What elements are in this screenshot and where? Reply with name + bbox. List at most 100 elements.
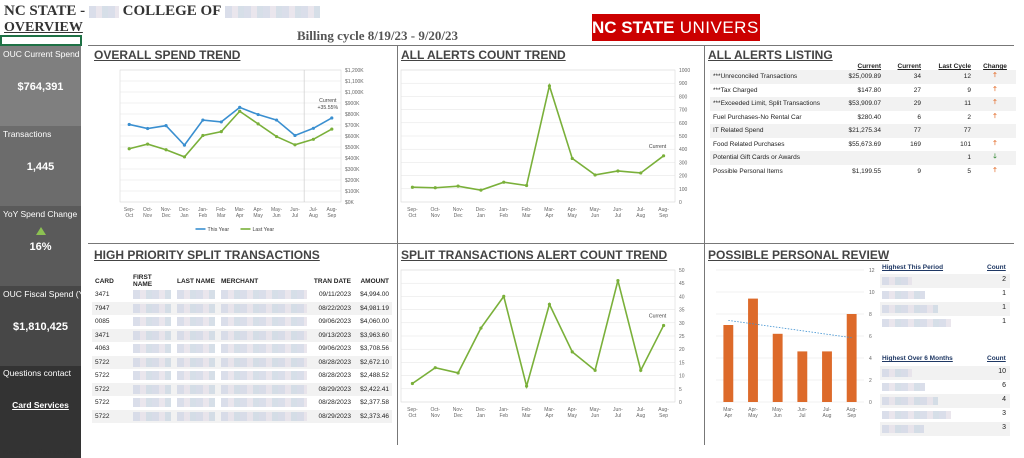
x-tick-label: May- — [772, 407, 783, 413]
x-tick-label: Mar- — [544, 207, 555, 213]
redacted-first-name-cell — [133, 398, 171, 408]
data-point — [661, 323, 666, 328]
alert-last-cycle: 5 — [967, 167, 971, 175]
alerts-count-title: ALL ALERTS COUNT TREND — [401, 48, 566, 62]
split-row: 5722 08/28/2023 $2,377.58 — [92, 396, 392, 410]
alert-amount: $55,673.69 — [848, 140, 881, 148]
data-point — [616, 169, 620, 173]
redacted-college — [88, 5, 119, 18]
card-cell: 3471 — [95, 291, 110, 299]
col-current-amount: Current — [857, 63, 881, 70]
redacted-name — [882, 397, 938, 405]
x-tick-label: Jan — [477, 213, 485, 219]
split-row: 3471 09/13/2023 $3,963.60 — [92, 328, 392, 342]
y-tick-label: 50 — [679, 268, 685, 274]
alert-count: 27 — [913, 86, 921, 94]
redacted-merchant-cell — [221, 317, 307, 327]
selected-cell[interactable] — [0, 35, 82, 46]
redacted-last-name-cell — [177, 303, 215, 313]
amount-cell: $2,672.10 — [360, 358, 389, 366]
side-list-item: 6 — [880, 380, 1010, 394]
side-list-count: 3 — [1002, 424, 1006, 431]
amount-cell: $2,422.41 — [360, 385, 389, 393]
data-point — [593, 173, 597, 177]
y-tick-label: 1000 — [679, 68, 690, 74]
first-name-cell — [130, 302, 174, 316]
merchant-cell — [218, 383, 310, 397]
x-tick-label: Oct — [125, 213, 133, 219]
data-point — [547, 84, 552, 88]
alert-last-cycle: 9 — [967, 86, 971, 94]
y-tick-label: 0 — [679, 400, 682, 406]
x-tick-label: Aug — [309, 213, 318, 219]
tran-date-cell: 08/29/2023 — [318, 412, 351, 420]
redacted-last-name-cell — [177, 330, 215, 340]
bar — [772, 333, 783, 402]
card-services-link[interactable]: Card Services — [12, 400, 69, 410]
data-point — [219, 120, 223, 124]
x-tick-label: Oct- — [431, 407, 441, 413]
x-tick-label: Feb — [199, 213, 208, 219]
y-tick-label: $100K — [345, 189, 360, 195]
merchant-cell — [218, 396, 310, 410]
card-cell: 5722 — [95, 358, 110, 366]
data-point — [238, 105, 242, 109]
series-line — [129, 106, 333, 147]
amount-cell: $2,488.52 — [360, 372, 389, 380]
annotation-label: Current — [319, 98, 337, 104]
change-cell — [974, 124, 1016, 138]
redacted-merchant-cell — [221, 303, 307, 313]
last-name-cell — [174, 356, 218, 370]
side-list-item: 3 — [880, 408, 1010, 422]
data-point — [502, 294, 506, 298]
bar — [846, 314, 857, 402]
redacted-college-name — [224, 5, 320, 18]
data-point — [456, 371, 460, 375]
up-arrow-icon: 🡑 — [993, 112, 997, 120]
alert-last-cycle: 101 — [960, 140, 971, 148]
x-tick-label: Jan — [477, 413, 485, 419]
side-list-item: 2 — [880, 274, 1010, 288]
data-point — [639, 171, 643, 175]
bar — [822, 351, 832, 402]
redacted-last-name-cell — [177, 357, 215, 367]
alert-count: 9 — [917, 167, 921, 175]
down-arrow-icon: 🡓 — [993, 153, 997, 161]
yoy-block: YoY Spend Change 16% — [0, 206, 81, 286]
x-tick-label: Sep- — [407, 407, 418, 413]
data-point — [547, 302, 552, 306]
highest-6mo-label: Highest Over 6 Months — [882, 355, 953, 362]
header-title: NC STATE - COLLEGE OF — [4, 3, 320, 20]
x-tick-label: Feb — [499, 213, 508, 219]
x-tick-label: Aug — [636, 413, 645, 419]
data-point — [238, 109, 242, 113]
x-tick-label: Aug- — [846, 407, 857, 413]
ouc-label: OUC Current Spend — [3, 49, 80, 59]
y-tick-label: $700K — [345, 123, 360, 129]
x-tick-label: Aug — [636, 213, 645, 219]
y-tick-label: 8 — [869, 312, 872, 318]
side-list-count: 6 — [1002, 382, 1006, 389]
tran-date-cell: 09/06/2023 — [318, 345, 351, 353]
data-point — [293, 133, 297, 138]
amount-cell: $4,060.00 — [360, 318, 389, 326]
x-tick-label: Jul — [292, 213, 298, 219]
redacted-merchant-cell — [221, 398, 307, 408]
y-tick-label: $600K — [345, 134, 360, 140]
tran-date-cell: 08/28/2023 — [318, 372, 351, 380]
ouc-current-block: OUC Current Spend $764,391 — [0, 46, 81, 126]
x-tick-label: Jul- — [637, 207, 645, 213]
merchant-cell — [218, 369, 310, 383]
x-tick-label: Jan- — [198, 207, 208, 213]
alert-last-cycle: 11 — [964, 100, 971, 108]
alert-amount: $280.40 — [857, 113, 882, 121]
data-point — [593, 368, 597, 372]
alert-name: Potential Gift Cards or Awards — [713, 154, 800, 162]
x-tick-label: Sep — [847, 413, 856, 419]
tran-date-cell: 08/28/2023 — [318, 358, 351, 366]
alert-count: 6 — [917, 113, 921, 121]
alert-last-cycle: 12 — [963, 73, 971, 81]
x-tick-label: Jul — [615, 213, 621, 219]
trendline — [728, 319, 852, 339]
x-tick-label: May — [253, 213, 263, 219]
